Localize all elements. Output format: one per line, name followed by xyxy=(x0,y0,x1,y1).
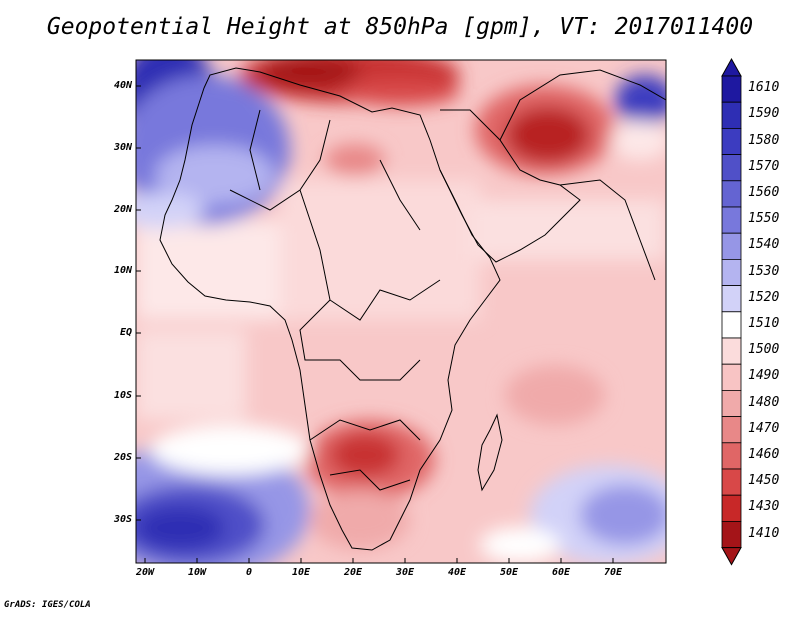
colorbar-cell-2 xyxy=(721,127,742,155)
colorbar-bottom-arrow xyxy=(721,547,742,566)
lat-label-20n: 20N xyxy=(113,204,132,215)
colorbar-level-label: 1610 xyxy=(748,80,780,96)
colorbar-cell-10 xyxy=(721,337,742,365)
colorbar-level-label: 1510 xyxy=(748,315,780,331)
lon-label-30e: 30E xyxy=(395,567,415,578)
colorbar-level-label: 1550 xyxy=(748,211,780,227)
lon-label-50e: 50E xyxy=(499,567,519,578)
colorbar-cell-4 xyxy=(721,180,742,208)
lat-label-30n: 30N xyxy=(113,142,132,153)
colorbar-cell-13 xyxy=(721,416,742,444)
colorbar-cell-6 xyxy=(721,232,742,260)
colorbar-level-label: 1580 xyxy=(748,132,780,148)
lon-label-60e: 60E xyxy=(551,567,571,578)
colorbar-level-label: 1570 xyxy=(748,158,780,174)
colorbar-cell-17 xyxy=(721,521,742,549)
colorbar-cell-9 xyxy=(721,311,742,339)
colorbar-level-label: 1500 xyxy=(748,342,780,358)
lon-label-20e: 20E xyxy=(343,567,363,578)
credit-label: GrADS: IGES/COLA xyxy=(4,600,91,610)
map-title: Geopotential Height at 850hPa [gpm], VT:… xyxy=(46,14,754,40)
colorbar-cell-12 xyxy=(721,389,742,417)
colorbar-level-label: 1460 xyxy=(748,446,780,462)
colorbar-level-label: 1490 xyxy=(748,368,780,384)
colorbar-cell-14 xyxy=(721,442,742,470)
colorbar-cells xyxy=(721,57,742,566)
colorbar-cell-7 xyxy=(721,258,742,286)
lon-label-10w: 10W xyxy=(187,567,207,578)
colorbar-level-label: 1560 xyxy=(748,184,780,200)
lat-label-40n: 40N xyxy=(113,80,132,91)
colorbar-level-label: 1430 xyxy=(748,499,780,515)
lon-label-10e: 10E xyxy=(291,567,311,578)
lon-label-20w: 20W xyxy=(135,567,155,578)
lat-label-10s: 10S xyxy=(113,390,132,401)
colorbar-level-label: 1470 xyxy=(748,420,780,436)
colorbar-level-label: 1540 xyxy=(748,237,780,253)
colorbar-cell-3 xyxy=(721,154,742,182)
colorbar-cell-0 xyxy=(721,75,742,103)
coastlines xyxy=(159,67,666,551)
colorbar-level-label: 1590 xyxy=(748,106,780,122)
colorbar-top-arrow xyxy=(721,57,742,77)
colorbar-cell-5 xyxy=(721,206,742,234)
lat-label-10n: 10N xyxy=(113,265,132,276)
plot-frame xyxy=(135,59,667,564)
lat-label-eq: EQ xyxy=(119,327,132,338)
colorbar-cell-11 xyxy=(721,363,742,391)
height-field xyxy=(136,60,666,563)
colorbar-level-label: 1520 xyxy=(748,289,780,305)
colorbar-level-label: 1410 xyxy=(748,525,780,541)
lon-label-40e: 40E xyxy=(447,567,467,578)
colorbar-cell-8 xyxy=(721,285,742,313)
colorbar-level-label: 1450 xyxy=(748,473,780,489)
lon-label-70e: 70E xyxy=(603,567,623,578)
colorbar-cell-16 xyxy=(721,494,742,522)
colorbar-cell-1 xyxy=(721,101,742,129)
colorbar-cell-15 xyxy=(721,468,742,496)
lat-label-30s: 30S xyxy=(113,514,132,525)
colorbar-level-label: 1480 xyxy=(748,394,780,410)
lon-label-0: 0 xyxy=(245,567,253,578)
colorbar-level-label: 1530 xyxy=(748,263,780,279)
lat-label-20s: 20S xyxy=(113,452,132,463)
